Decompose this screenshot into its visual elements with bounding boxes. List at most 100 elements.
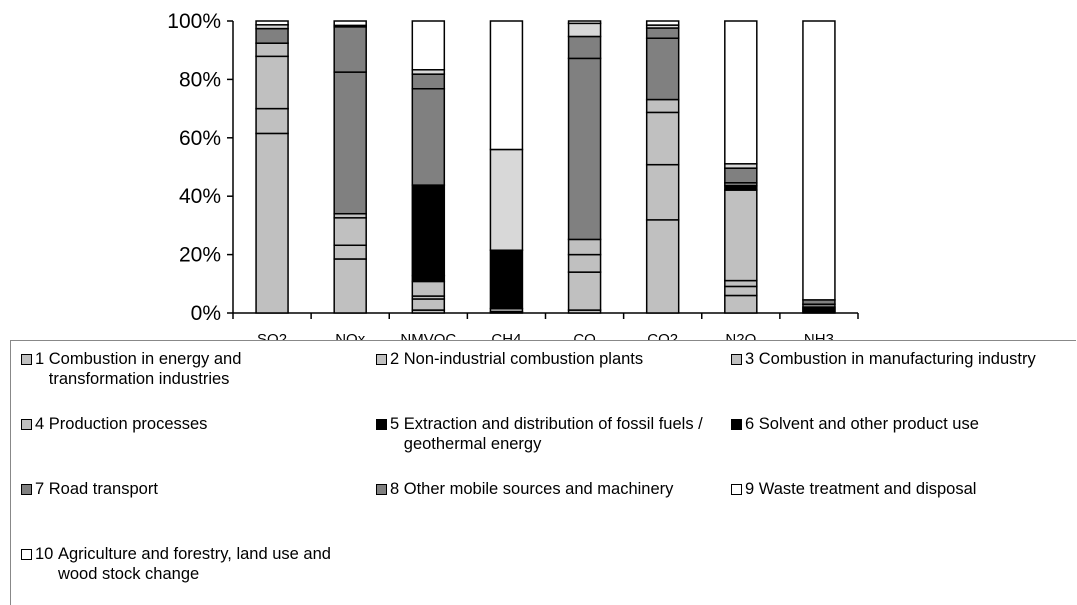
legend-item: 4 Production processes — [21, 414, 349, 434]
legend-number: 9 — [745, 480, 759, 498]
bar-segment — [255, 107, 289, 135]
legend-item: 7 Road transport — [21, 479, 349, 499]
legend-number: 8 — [390, 480, 404, 498]
bar-segment — [645, 20, 680, 26]
bar-segment — [411, 274, 446, 283]
bar-segment — [645, 27, 680, 39]
bar-segment — [567, 57, 602, 241]
x-tick-label: SO2 — [257, 331, 287, 340]
legend-number: 2 — [390, 350, 404, 368]
legend-item: 8 Other mobile sources and machinery — [376, 479, 704, 499]
bar-segment — [567, 35, 602, 60]
legend-number: 10 — [35, 545, 58, 563]
bar-segment — [567, 253, 602, 273]
legend-swatch — [21, 484, 32, 495]
chart-bars — [255, 20, 836, 314]
legend-swatch — [376, 354, 387, 365]
x-tick-label: CO2 — [647, 331, 678, 340]
bar-segment — [645, 37, 680, 101]
legend-number: 3 — [745, 350, 759, 368]
legend-item: 5 Extraction and distribution of fossil … — [376, 414, 704, 454]
legend-item: 1 Combustion in energy and transformatio… — [21, 349, 349, 389]
x-tick-label: NH3 — [804, 331, 834, 340]
bar-segment — [489, 249, 524, 310]
bar-segment — [724, 20, 758, 165]
bar-segment — [333, 20, 367, 27]
bar-segment — [411, 280, 446, 297]
y-tick-label: 100% — [167, 10, 221, 33]
x-tick-label: N2O — [725, 331, 756, 340]
bar-segment — [255, 42, 289, 58]
legend-swatch — [21, 419, 32, 430]
bar-segment — [333, 217, 367, 247]
bar-segment — [411, 184, 446, 277]
legend-label: Non-industrial combustion plants — [403, 350, 644, 368]
bar-segment — [411, 73, 446, 90]
bar-segment — [567, 238, 602, 256]
bar-segment — [255, 55, 289, 110]
legend-number: 7 — [35, 480, 49, 498]
y-tick-label: 40% — [179, 185, 221, 208]
legend-label: Agriculture and forestry, land use and w… — [57, 545, 331, 583]
chart-legend: 1 Combustion in energy and transformatio… — [10, 340, 1076, 605]
stacked-bar-chart: 0% 20% 40% 60% 80% 100% SO2 NOx NMVOC CH4 CO CO2 N2O… — [167, 10, 859, 340]
legend-item: 9 Waste treatment and disposal — [731, 479, 1059, 499]
x-tick-label: NMVOC — [400, 331, 456, 340]
y-tick-label: 20% — [179, 244, 221, 267]
legend-label: Other mobile sources and machinery — [403, 480, 674, 498]
bar-segment — [645, 219, 680, 314]
bar-segment — [645, 98, 680, 114]
legend-label: Combustion in energy and transformation … — [48, 350, 242, 388]
bar-segment — [333, 26, 367, 73]
bar-segment — [255, 132, 289, 314]
legend-swatch — [376, 484, 387, 495]
bar-segment — [724, 189, 758, 282]
legend-swatch — [21, 354, 32, 365]
bar-segment — [333, 258, 367, 314]
legend-swatch — [731, 419, 742, 430]
bar-segment — [645, 163, 680, 221]
chart-axes — [227, 20, 859, 319]
chart-tick-labels: 0% 20% 40% 60% 80% 100% SO2 NOx NMVOC CH4 CO CO2 N2O… — [167, 10, 834, 340]
legend-item: 6 Solvent and other product use — [731, 414, 1059, 434]
legend-swatch — [21, 549, 32, 560]
bar-segment — [567, 271, 602, 311]
bar-segment — [411, 87, 446, 186]
x-tick-label: NOx — [335, 331, 366, 340]
y-tick-label: 0% — [191, 302, 221, 325]
legend-label: Combustion in manufacturing industry — [758, 350, 1036, 368]
bar-segment — [724, 279, 758, 288]
legend-label: Extraction and distribution of fossil fu… — [403, 415, 703, 453]
x-tick-label: CO — [573, 331, 596, 340]
y-tick-label: 80% — [179, 68, 221, 91]
legend-number: 4 — [35, 415, 49, 433]
bar-segment — [333, 71, 367, 215]
x-tick-label: CH4 — [491, 331, 521, 340]
bar-segment — [567, 20, 602, 25]
bar-segment — [489, 20, 524, 151]
legend-number: 6 — [745, 415, 759, 433]
legend-label: Road transport — [48, 480, 158, 498]
bar-segment — [724, 167, 758, 184]
y-tick-label: 60% — [179, 127, 221, 150]
bar-segment — [567, 22, 602, 38]
bar-segment — [411, 298, 446, 311]
legend-label: Production processes — [48, 415, 208, 433]
legend-number: 5 — [390, 415, 404, 433]
legend-swatch — [376, 419, 387, 430]
bar-segment — [724, 294, 758, 314]
bar-segment — [255, 27, 289, 44]
bar-segment — [333, 244, 367, 260]
bar-segment — [802, 20, 836, 301]
legend-item: 10 Agriculture and forestry, land use an… — [21, 544, 358, 584]
legend-item: 3 Combustion in manufacturing industry — [731, 349, 1059, 369]
legend-swatch — [731, 354, 742, 365]
bar-segment — [411, 20, 446, 71]
legend-swatch — [731, 484, 742, 495]
legend-item: 2 Non-industrial combustion plants — [376, 349, 704, 369]
bar-segment — [489, 148, 524, 251]
legend-number: 1 — [35, 350, 49, 368]
bar-segment — [645, 111, 680, 166]
legend-label: Waste treatment and disposal — [758, 480, 977, 498]
bar-segment — [255, 20, 289, 26]
